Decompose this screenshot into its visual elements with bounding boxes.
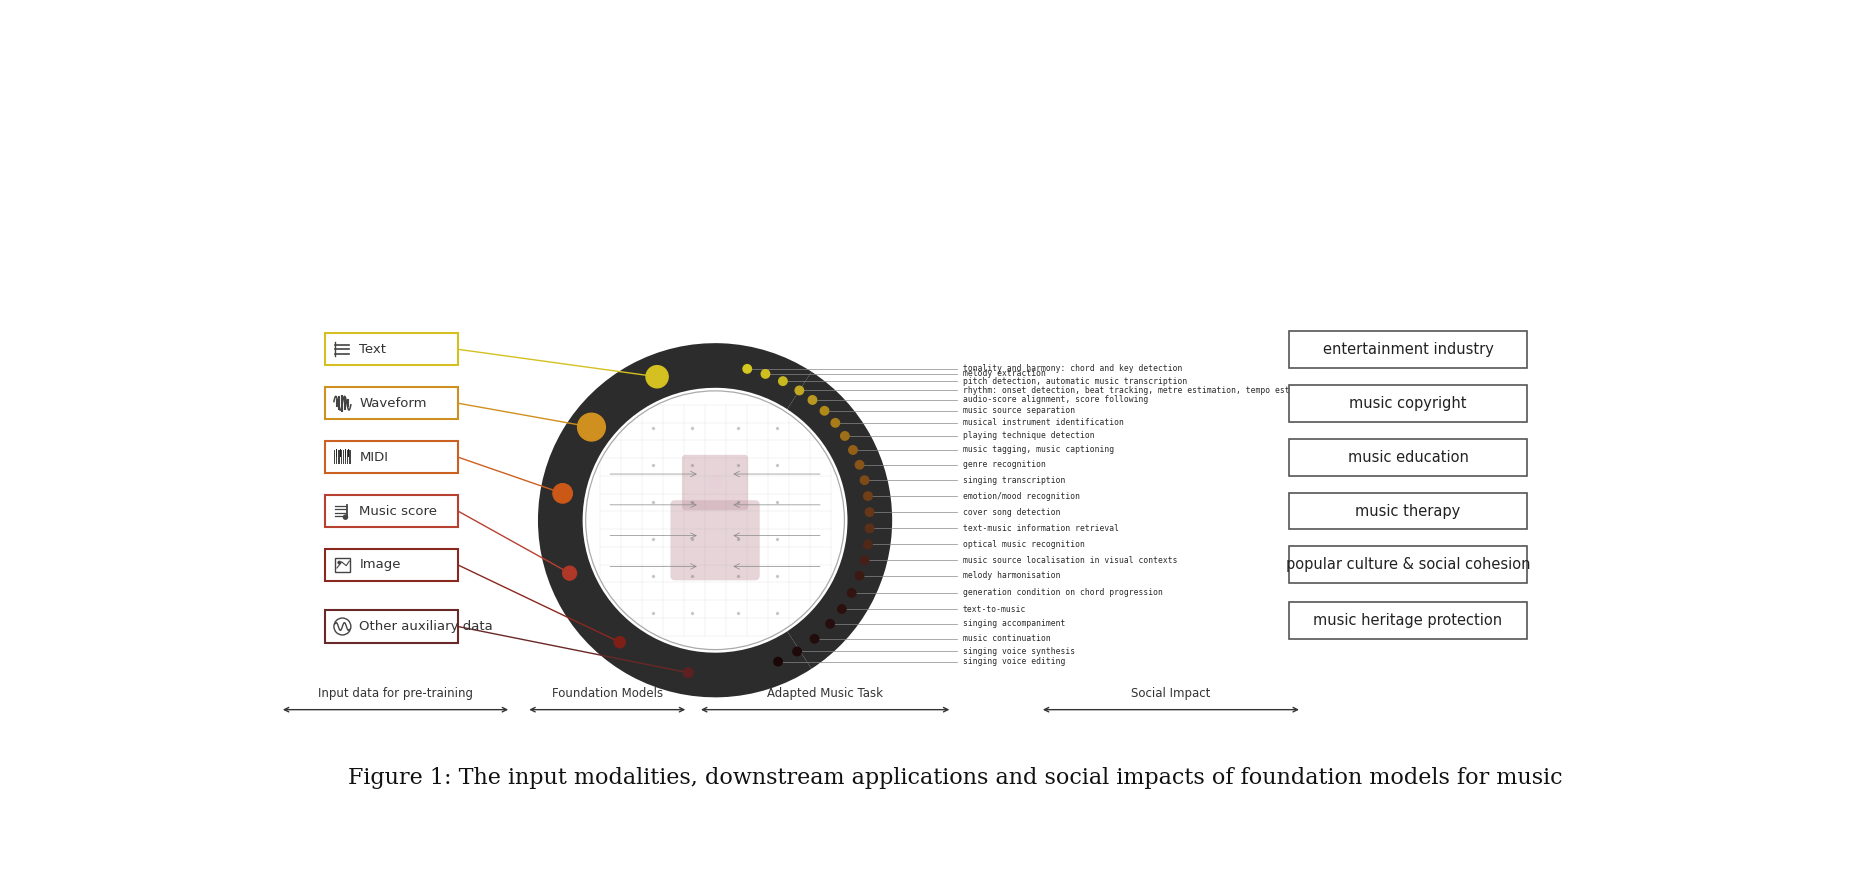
FancyBboxPatch shape — [1288, 602, 1527, 639]
Text: melody extraction: melody extraction — [964, 369, 1046, 378]
Text: music therapy: music therapy — [1355, 504, 1461, 519]
Circle shape — [848, 589, 856, 597]
Wedge shape — [539, 343, 811, 697]
Circle shape — [578, 413, 606, 441]
Text: optical music recognition: optical music recognition — [964, 540, 1085, 549]
Text: MIDI: MIDI — [360, 451, 388, 463]
Text: cover song detection: cover song detection — [964, 508, 1061, 517]
FancyBboxPatch shape — [326, 441, 459, 473]
Text: genre recognition: genre recognition — [964, 461, 1046, 470]
Text: music source localisation in visual contexts: music source localisation in visual cont… — [964, 556, 1178, 564]
Text: popular culture & social cohesion: popular culture & social cohesion — [1286, 557, 1530, 573]
Text: Input data for pre-training: Input data for pre-training — [319, 686, 473, 700]
Text: singing voice synthesis: singing voice synthesis — [964, 647, 1076, 656]
Circle shape — [744, 365, 751, 373]
FancyBboxPatch shape — [326, 610, 459, 642]
Text: melody harmonisation: melody harmonisation — [964, 572, 1061, 581]
Circle shape — [848, 445, 857, 454]
Text: music education: music education — [1348, 450, 1469, 465]
Circle shape — [826, 619, 835, 628]
FancyBboxPatch shape — [326, 333, 459, 366]
Circle shape — [343, 514, 349, 520]
Circle shape — [820, 407, 829, 415]
Text: Adapted Music Task: Adapted Music Task — [768, 686, 884, 700]
Text: tonality and harmony: chord and key detection: tonality and harmony: chord and key dete… — [964, 365, 1182, 374]
FancyBboxPatch shape — [682, 455, 747, 510]
Text: audio-score alignment, score following: audio-score alignment, score following — [964, 395, 1148, 404]
Circle shape — [841, 432, 850, 440]
Text: Music score: Music score — [360, 504, 438, 518]
Text: music tagging, music captioning: music tagging, music captioning — [964, 445, 1115, 454]
Wedge shape — [787, 372, 893, 668]
FancyBboxPatch shape — [326, 495, 459, 527]
Circle shape — [684, 668, 693, 677]
FancyBboxPatch shape — [326, 387, 459, 419]
Text: Image: Image — [360, 558, 401, 572]
Circle shape — [856, 572, 863, 580]
Text: Social Impact: Social Impact — [1131, 686, 1210, 700]
Text: Waveform: Waveform — [360, 397, 427, 409]
FancyBboxPatch shape — [1288, 439, 1527, 476]
Text: generation condition on chord progression: generation condition on chord progressio… — [964, 589, 1163, 598]
FancyBboxPatch shape — [326, 548, 459, 582]
Text: singing accompaniment: singing accompaniment — [964, 619, 1066, 628]
Circle shape — [811, 634, 818, 643]
Circle shape — [837, 605, 846, 613]
Circle shape — [809, 396, 816, 404]
Circle shape — [865, 508, 874, 516]
Circle shape — [761, 370, 770, 378]
Text: musical instrument identification: musical instrument identification — [964, 418, 1124, 427]
Text: music copyright: music copyright — [1350, 396, 1467, 410]
Circle shape — [861, 476, 869, 485]
Circle shape — [706, 474, 723, 489]
Text: Other auxiliary data: Other auxiliary data — [360, 620, 494, 633]
Circle shape — [647, 366, 667, 388]
FancyBboxPatch shape — [1288, 331, 1527, 367]
Text: singing transcription: singing transcription — [964, 476, 1066, 485]
Bar — [336, 558, 350, 572]
Text: Text: Text — [360, 343, 386, 356]
FancyBboxPatch shape — [1288, 493, 1527, 530]
FancyBboxPatch shape — [671, 500, 761, 581]
Text: playing technique detection: playing technique detection — [964, 432, 1094, 441]
Text: music continuation: music continuation — [964, 634, 1051, 643]
Circle shape — [554, 484, 572, 503]
Circle shape — [856, 461, 863, 469]
Circle shape — [615, 637, 624, 648]
Circle shape — [863, 492, 872, 500]
Circle shape — [792, 647, 802, 656]
FancyBboxPatch shape — [1288, 384, 1527, 422]
Circle shape — [563, 566, 576, 580]
FancyBboxPatch shape — [1288, 547, 1527, 583]
Circle shape — [779, 377, 787, 385]
Text: Figure 1: The input modalities, downstream applications and social impacts of fo: Figure 1: The input modalities, downstre… — [349, 767, 1562, 788]
Text: Foundation Models: Foundation Models — [552, 686, 664, 700]
Text: text-to-music: text-to-music — [964, 605, 1027, 614]
Circle shape — [796, 386, 803, 394]
Text: rhythm: onset detection, beat tracking, metre estimation, tempo estimation: rhythm: onset detection, beat tracking, … — [964, 386, 1323, 395]
Circle shape — [337, 561, 341, 564]
Circle shape — [863, 540, 872, 548]
Text: text-music information retrieval: text-music information retrieval — [964, 524, 1118, 533]
Text: singing voice editing: singing voice editing — [964, 657, 1066, 666]
Text: music heritage protection: music heritage protection — [1314, 613, 1502, 628]
Circle shape — [774, 658, 783, 666]
Circle shape — [831, 418, 839, 427]
Circle shape — [861, 556, 869, 564]
Text: music source separation: music source separation — [964, 406, 1076, 416]
Text: emotion/mood recognition: emotion/mood recognition — [964, 492, 1079, 501]
Text: pitch detection, automatic music transcription: pitch detection, automatic music transcr… — [964, 376, 1187, 385]
Circle shape — [865, 524, 874, 532]
Text: entertainment industry: entertainment industry — [1323, 341, 1493, 357]
